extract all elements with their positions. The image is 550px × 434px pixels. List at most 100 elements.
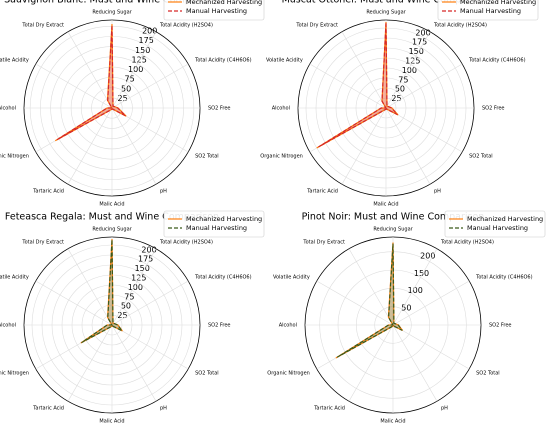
category-label: Tartaric Acid [313,406,345,412]
chart-title: Sauvignon Blanc: Must and Wine Compariso… [4,0,220,6]
legend-box [444,210,546,238]
category-label: pH [160,406,167,412]
legend-label: Manual Harvesting [460,7,521,15]
spoke [111,324,189,370]
category-label: SO2 Free [482,106,505,112]
spoke [392,280,470,326]
radial-tick-label: 25 [391,94,401,103]
spoke [67,324,113,402]
spoke [35,280,113,326]
category-label: Total Acidity (C4H6O6) [194,58,251,64]
spoke [385,31,431,109]
category-label: pH [160,189,167,195]
spoke [348,248,394,326]
chart-title: Muscat Ottonel: Must and Wine Comparison [282,0,491,6]
spoke [111,324,157,402]
spoke [316,280,394,326]
spoke [392,248,438,326]
spoke [67,31,113,109]
spoke [309,63,387,109]
radial-tick-label: 150 [409,47,424,56]
category-label: pH [434,189,441,195]
category-label: Total Dry Extract [21,239,64,245]
spoke [67,248,113,326]
legend-label: Manual Harvesting [467,224,528,232]
category-label: Tartaric Acid [32,406,64,412]
legend-box [163,0,265,21]
category-label: Alcohol [0,106,16,112]
category-label: Volatile Acidity [0,275,29,281]
category-label: Volatile Acidity [266,58,303,64]
radial-tick-label: 75 [125,75,135,84]
category-label: pH [441,406,448,412]
category-label: Total Dry Extract [295,22,338,28]
radial-tick-label: 200 [415,28,430,37]
radial-tick-label: 75 [124,292,134,301]
radial-tick-label: 175 [138,255,153,264]
category-label: Tartaric Acid [306,189,338,195]
spoke [111,107,157,185]
spoke [385,63,463,109]
series-area [54,24,127,142]
category-label: Total Acidity (H2SO4) [440,239,494,245]
category-label: Reducing Sugar [366,10,406,16]
legend-label: Manual Harvesting [186,7,247,15]
category-label: Total Dry Extract [21,22,64,28]
radial-tick-label: 50 [395,85,405,94]
spoke [348,324,394,402]
radial-tick-label: 150 [135,264,150,273]
spoke [111,280,189,326]
category-label: Tartaric Acid [32,189,64,195]
spoke [385,107,431,185]
radial-tick-label: 100 [128,65,143,74]
spoke [341,107,387,185]
category-label: Volatile Acidity [273,275,310,281]
category-label: Total Acidity (C4H6O6) [468,58,525,64]
spoke [111,248,157,326]
radial-tick-label: 100 [402,66,417,75]
radial-tick-label: 100 [408,286,423,295]
legend-label: Manual Harvesting [186,224,247,232]
legend-box [437,0,539,21]
radial-tick-label: 50 [401,303,411,312]
category-label: SO2 Free [208,323,231,329]
radial-tick-label: 200 [420,252,435,261]
spoke [341,31,387,109]
spoke [111,31,157,109]
category-label: Malic Acid [99,419,124,425]
spoke [35,63,113,109]
radial-tick-label: 150 [414,269,429,278]
radial-tick-label: 50 [121,302,131,311]
legend-label: Mechanized Harvesting [186,0,262,6]
legend-box [163,210,265,238]
category-label: SO2 Total [476,371,500,377]
chart-title: Feteasca Regala: Must and Wine Compariso… [5,212,219,223]
category-label: Total Acidity (H2SO4) [159,239,213,245]
category-label: Malic Acid [99,202,124,208]
spoke [35,324,113,370]
category-label: Malic Acid [380,419,405,425]
category-label: Organic Nitrogen [0,154,29,160]
radial-tick-label: 175 [412,38,427,47]
radial-tick-label: 75 [398,75,408,84]
chart-title: Pinot Noir: Must and Wine Comparison [302,212,485,223]
legend-label: Mechanized Harvesting [186,215,262,223]
category-label: SO2 Free [489,323,512,329]
radial-tick-label: 125 [132,55,147,64]
spoke [67,107,113,185]
category-label: Reducing Sugar [92,227,132,233]
radial-tick-label: 50 [121,84,131,93]
radial-tick-label: 150 [135,46,150,55]
category-label: Organic Nitrogen [0,371,29,377]
category-label: Alcohol [272,106,290,112]
category-label: SO2 Total [195,371,219,377]
radial-tick-label: 25 [117,311,127,320]
category-label: Total Acidity (C4H6O6) [475,275,532,281]
legend-label: Mechanized Harvesting [460,0,536,6]
radial-tick-label: 175 [139,36,154,45]
category-label: Reducing Sugar [92,10,132,16]
category-label: SO2 Free [208,106,231,112]
category-label: SO2 Total [195,154,219,160]
